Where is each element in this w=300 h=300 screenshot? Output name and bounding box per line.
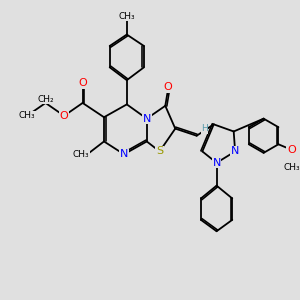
Text: H: H: [201, 124, 208, 133]
Text: CH₃: CH₃: [19, 111, 35, 120]
Text: O: O: [288, 145, 296, 155]
Text: CH₃: CH₃: [284, 163, 300, 172]
Text: N: N: [231, 146, 239, 156]
Text: CH₃: CH₃: [73, 150, 89, 159]
Text: N: N: [212, 158, 221, 168]
Text: O: O: [164, 82, 172, 92]
Text: N: N: [120, 149, 128, 159]
Text: S: S: [156, 146, 163, 156]
Text: N: N: [142, 114, 151, 124]
Text: CH₂: CH₂: [37, 95, 54, 104]
Text: CH₃: CH₃: [118, 11, 135, 20]
Text: O: O: [78, 78, 87, 88]
Text: O: O: [60, 111, 68, 121]
